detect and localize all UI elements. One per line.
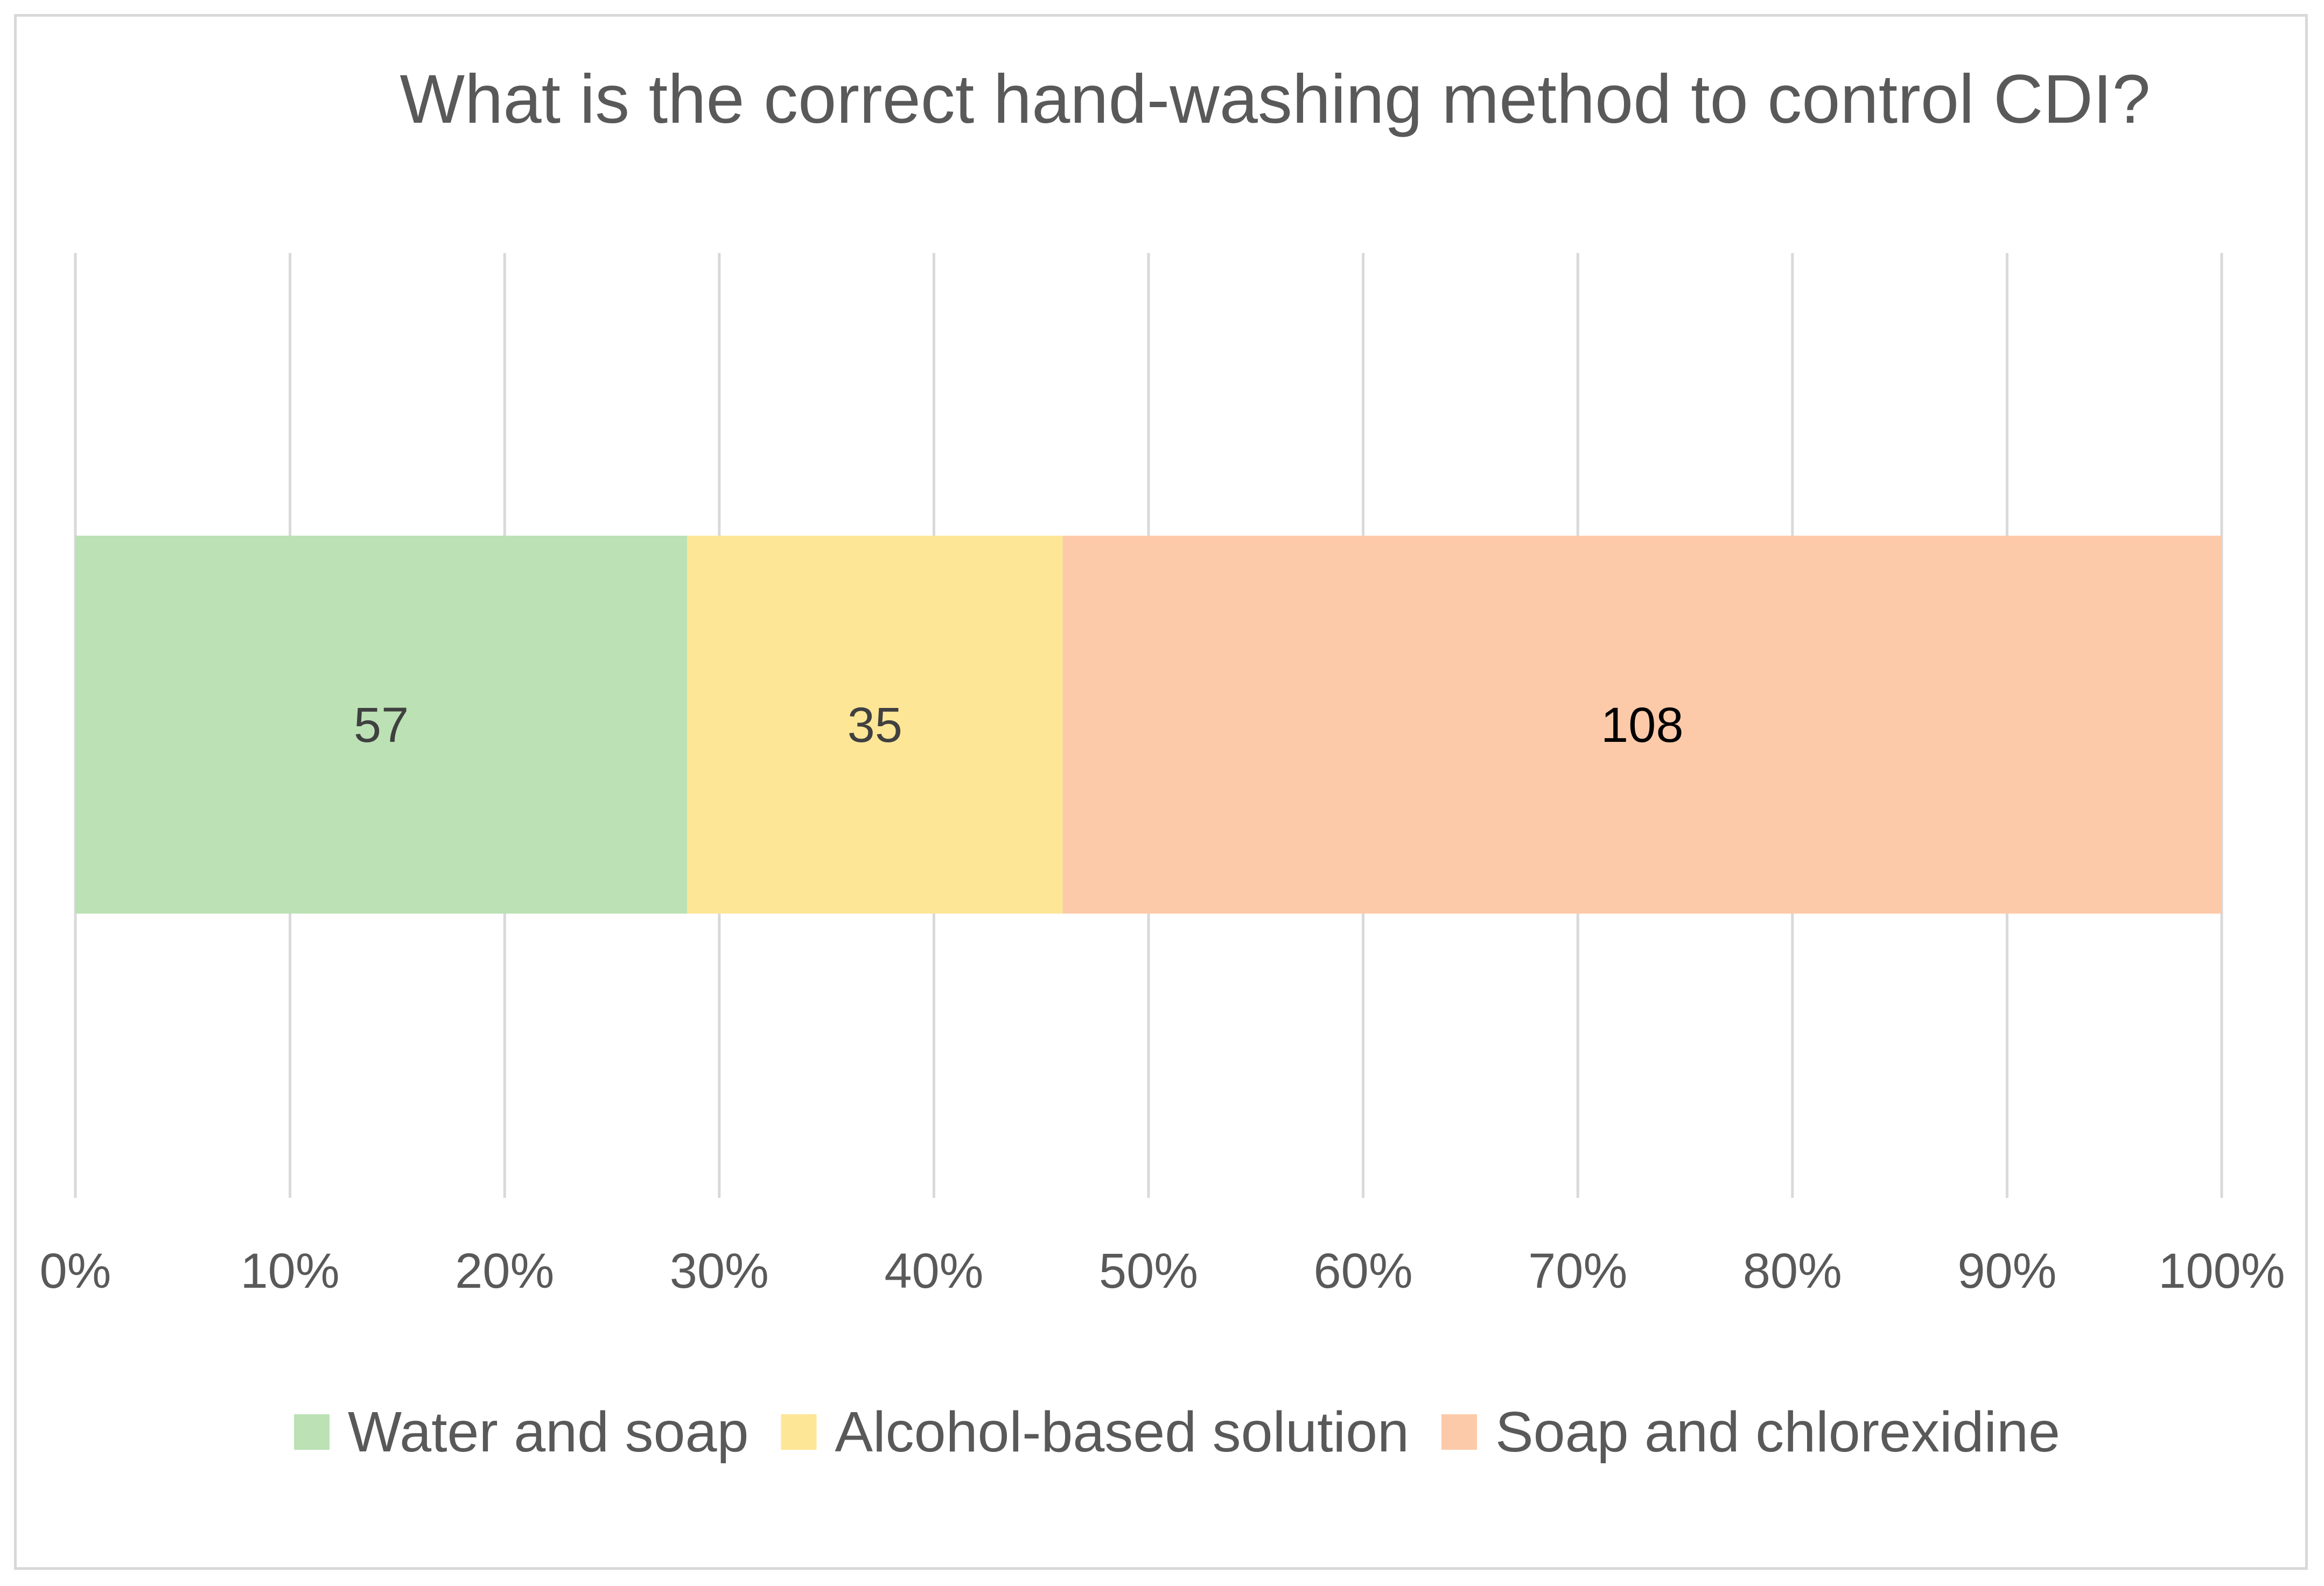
- bar-segment: [1062, 536, 2222, 914]
- legend-label: Alcohol-based solution: [835, 1400, 1409, 1464]
- x-tick-label: 30%: [670, 1244, 769, 1299]
- data-label: 35: [848, 698, 902, 753]
- legend-swatch: [294, 1414, 330, 1450]
- x-axis-ticks: 0% 10% 20% 30% 40% 50% 60% 70% 80% 90% 100%: [40, 1244, 2285, 1299]
- x-tick-label: 10%: [241, 1244, 340, 1299]
- x-tick-label: 50%: [1099, 1244, 1198, 1299]
- legend: Water and soap Alcohol-based solution Soap…: [294, 1400, 2060, 1464]
- legend-label: Water and soap: [348, 1400, 748, 1464]
- x-tick-label: 70%: [1528, 1244, 1627, 1299]
- legend-swatch: [781, 1414, 817, 1450]
- legend-label: Soap and chlorexidine: [1495, 1400, 2060, 1464]
- x-tick-label: 0%: [40, 1244, 111, 1299]
- bar-segment: [75, 536, 688, 914]
- bar-segments: 57 35 108: [75, 536, 2222, 914]
- x-tick-label: 20%: [455, 1244, 554, 1299]
- data-label: 108: [1601, 698, 1684, 753]
- data-label: 57: [354, 698, 409, 753]
- chart-title: What is the correct hand-washing method …: [400, 61, 2150, 138]
- x-tick-label: 60%: [1314, 1244, 1413, 1299]
- bar-segment: [687, 536, 1063, 914]
- legend-swatch: [1441, 1414, 1477, 1450]
- x-tick-label: 40%: [884, 1244, 983, 1299]
- x-tick-label: 80%: [1743, 1244, 1842, 1299]
- x-tick-label: 100%: [2158, 1244, 2285, 1299]
- x-tick-label: 90%: [1957, 1244, 2056, 1299]
